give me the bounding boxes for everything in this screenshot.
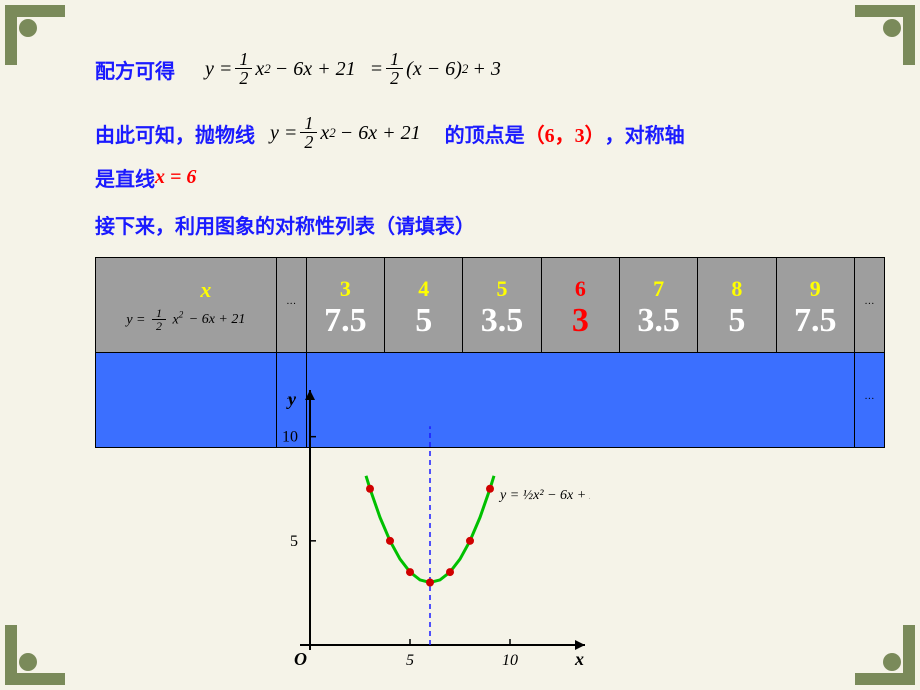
corner-tl [5,5,65,65]
hdr-cell: 85 [698,257,776,352]
frac-half-1: 12 [235,50,252,89]
line2-mid: 的顶点是 [445,119,525,148]
svg-text:5: 5 [290,533,298,550]
svg-text:O: O [294,649,307,669]
frac-half-2: 12 [386,50,403,89]
chart-svg: 5 10 5 10 Ox y y = ½x² − 6x + 21 [240,385,590,685]
line-3: 是直线 x = 6 [95,163,825,192]
corner-bl [5,625,65,685]
svg-text:5: 5 [406,652,414,669]
dots-right-top: ··· [854,257,884,352]
header-cell-formula: x y = 12 x2 − 6x + 21 [96,257,277,352]
formula-main: y = 12 x2 − 6x + 21 = 12 (x − 6)2 + 3 [205,50,501,89]
vertex-text: （6，3） [525,119,605,148]
line-1: 配方可得 y = 12 x2 − 6x + 21 = 12 (x − 6)2 +… [95,50,825,89]
line1-prefix: 配方可得 [95,55,175,84]
dots-left-top: ··· [276,257,306,352]
line-2: 由此可知，抛物线 y = 12 x2 − 6x + 21 的顶点是 （6，3） … [95,114,825,153]
dots-right-bot: ··· [854,352,884,447]
small-formula: y = 12 x2 − 6x + 21 [96,307,276,333]
corner-br [855,625,915,685]
svg-text:y: y [286,389,297,409]
line-4: 接下来，利用图象的对称性列表（请填表） [95,210,825,239]
svg-text:y = ½x² − 6x + 21: y = ½x² − 6x + 21 [498,488,590,503]
line2-prefix: 由此可知，抛物线 [95,119,255,148]
hdr-cell: 97.5 [776,257,854,352]
formula-repeat: y = 12 x2 − 6x + 21 [270,114,425,153]
svg-text:x: x [574,649,584,669]
graph: 5 10 5 10 Ox y y = ½x² − 6x + 21 [240,385,590,685]
line4-text: 接下来，利用图象的对称性列表（请填表） [95,210,475,239]
line3-prefix: 是直线 [95,163,155,192]
hdr-cell: 53.5 [463,257,541,352]
hdr-cell: 45 [385,257,463,352]
svg-text:10: 10 [282,429,298,446]
svg-text:10: 10 [502,652,518,669]
table-header-row: x y = 12 x2 − 6x + 21 ··· 37.5 45 53.5 6… [96,257,885,352]
hdr-cell: 37.5 [306,257,384,352]
content: 配方可得 y = 12 x2 − 6x + 21 = 12 (x − 6)2 +… [0,0,920,448]
line2-suffix: ，对称轴 [605,119,685,148]
hdr-cell: 63 [541,257,619,352]
corner-tr [855,5,915,65]
axis-eq: x = 6 [155,166,196,189]
hdr-cell: 73.5 [619,257,697,352]
